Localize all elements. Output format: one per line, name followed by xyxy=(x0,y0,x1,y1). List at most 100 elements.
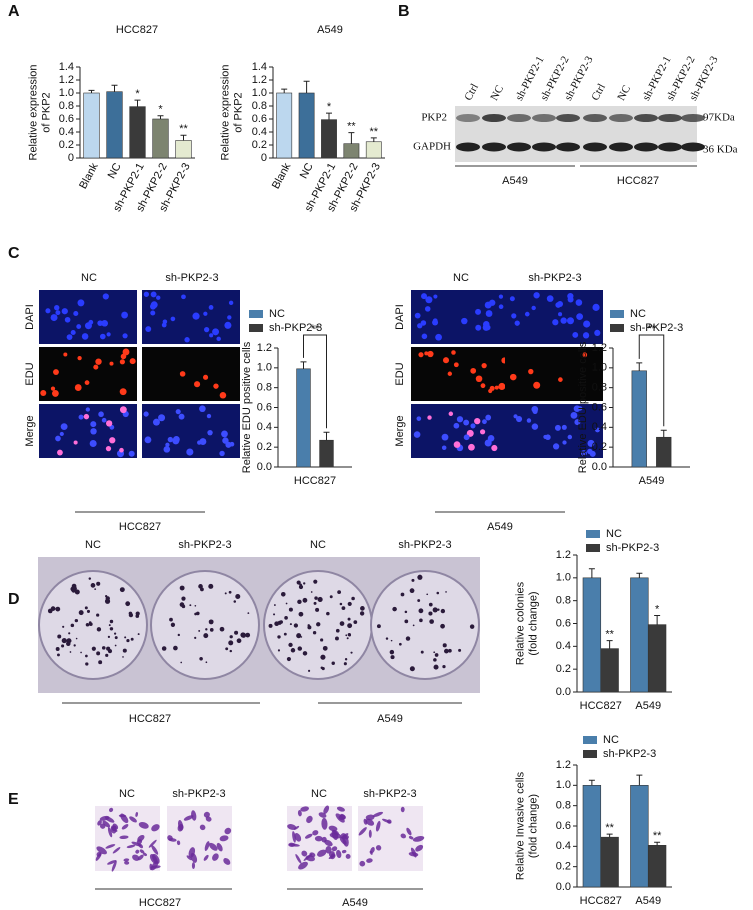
row-label: DAPI xyxy=(24,304,36,330)
cell xyxy=(482,419,487,425)
cell xyxy=(487,434,495,442)
colony xyxy=(433,664,439,670)
colony xyxy=(436,591,440,595)
cell xyxy=(400,806,405,813)
cell xyxy=(425,296,433,304)
cell xyxy=(156,295,161,300)
cell xyxy=(212,853,219,861)
colony xyxy=(335,628,340,633)
cell xyxy=(76,324,82,329)
colony xyxy=(335,636,339,641)
cell xyxy=(99,333,106,340)
cell xyxy=(172,437,180,445)
colony xyxy=(350,651,353,654)
cell xyxy=(213,383,219,389)
group-label: A549 xyxy=(342,897,368,909)
cell xyxy=(567,434,573,440)
colony xyxy=(240,632,246,638)
cell xyxy=(151,824,160,832)
colony xyxy=(233,600,237,603)
cell xyxy=(489,299,496,306)
colony xyxy=(108,624,111,627)
group-label: A549 xyxy=(377,713,403,725)
cell xyxy=(129,358,136,365)
y-tick-label: 0.6 xyxy=(592,401,607,413)
error-bar xyxy=(323,431,330,441)
cell xyxy=(228,300,234,306)
y-tick-label: 0.0 xyxy=(257,461,272,473)
cell xyxy=(59,431,64,437)
cell xyxy=(170,316,176,322)
y-axis-label: Relative EDU positive cells xyxy=(241,341,253,473)
colony xyxy=(448,648,452,653)
cell xyxy=(192,312,200,320)
cell xyxy=(194,381,201,388)
cell xyxy=(139,849,145,854)
cell xyxy=(475,324,482,331)
band xyxy=(583,114,607,122)
colony xyxy=(385,637,389,640)
significance-label: ** xyxy=(347,121,356,133)
cell xyxy=(341,849,347,854)
column-label: sh-PKP2-3 xyxy=(363,788,416,800)
micrograph xyxy=(411,347,509,401)
colony xyxy=(189,604,192,607)
cell xyxy=(451,350,456,355)
cell xyxy=(575,299,583,306)
cell xyxy=(191,862,196,870)
cell xyxy=(203,811,210,818)
y-tick-label: 0.6 xyxy=(252,113,267,125)
cell xyxy=(66,334,73,341)
colony xyxy=(198,629,201,632)
colony xyxy=(70,586,76,592)
cell xyxy=(323,805,330,814)
cell xyxy=(63,352,68,357)
colony xyxy=(326,611,330,616)
colony xyxy=(85,622,90,627)
colony xyxy=(310,591,313,593)
column-label: NC xyxy=(310,539,326,551)
cell xyxy=(589,450,596,457)
group-label: HCC827 xyxy=(139,897,181,909)
cell xyxy=(576,313,584,321)
cell xyxy=(328,825,338,832)
significance-label: ** xyxy=(179,123,188,135)
cell xyxy=(288,842,296,847)
cell xyxy=(427,415,432,420)
cell xyxy=(417,323,423,329)
y-tick-label: 0.4 xyxy=(59,126,74,138)
cell xyxy=(102,820,111,828)
band xyxy=(556,114,580,122)
colony xyxy=(303,582,306,585)
band xyxy=(482,114,506,122)
error-bar xyxy=(348,132,355,144)
cell xyxy=(342,835,349,847)
cell xyxy=(317,849,327,857)
column-label: NC xyxy=(85,539,101,551)
colony xyxy=(351,596,355,601)
cell xyxy=(119,447,124,453)
cell xyxy=(98,411,104,418)
cell xyxy=(50,314,58,322)
colony xyxy=(307,624,310,627)
colony xyxy=(114,636,118,640)
colony xyxy=(96,613,100,617)
cell xyxy=(97,320,103,327)
cell xyxy=(587,439,595,447)
colony xyxy=(428,602,433,607)
cell xyxy=(372,811,384,818)
cell xyxy=(386,819,392,824)
colony xyxy=(347,633,351,637)
band xyxy=(482,142,506,152)
cell xyxy=(90,428,97,435)
band xyxy=(507,142,531,152)
cell xyxy=(73,440,78,445)
band xyxy=(609,142,633,152)
panel-letter: C xyxy=(8,245,20,262)
cell xyxy=(151,845,159,855)
cell xyxy=(301,850,308,857)
cell xyxy=(138,821,149,829)
colony xyxy=(359,611,365,616)
cell xyxy=(148,839,157,848)
cell xyxy=(219,450,225,457)
